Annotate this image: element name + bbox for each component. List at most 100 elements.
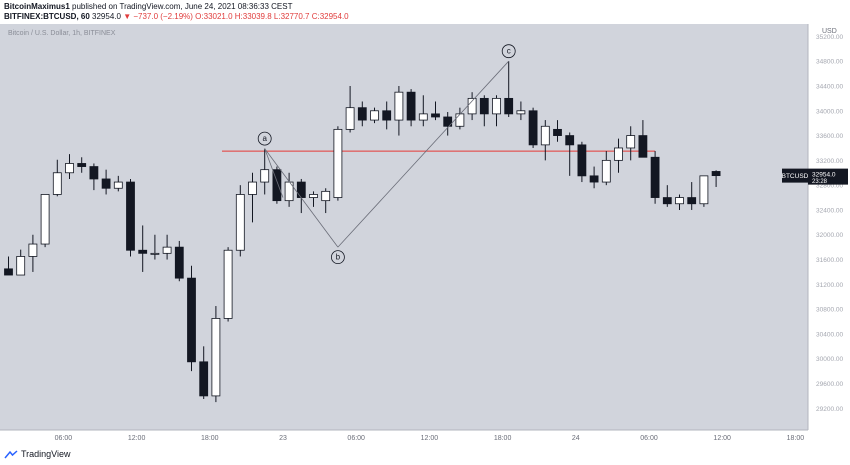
candle-body [260,169,270,183]
candle [223,247,233,322]
candle-body [101,178,111,189]
x-tick-label: 12:00 [421,435,439,442]
x-tick-label: 06:00 [347,435,365,442]
candle [711,170,721,187]
x-tick-label: 12:00 [128,435,146,442]
candle [650,151,660,204]
wave-label: b [336,253,341,262]
y-tick-label: 29600.00 [816,381,843,388]
candle [662,185,672,207]
candle-body [479,97,489,115]
candle-body [187,277,196,363]
y-tick-label: 34800.00 [816,59,843,66]
wave-label-circle [330,250,345,265]
price-change: ▼ −737.0 (−2.19%) [123,12,193,21]
wave-leg-a-b[interactable] [264,148,339,248]
candle-body [553,128,562,136]
chart-watermark: Bitcoin / U.S. Dollar, 1h, BITFINEX [8,30,116,37]
x-tick-label: 06:00 [55,435,73,442]
last-price-value: 32954.0 [812,172,836,179]
last-price-symbol: BTCUSD [782,173,809,180]
candle [443,112,453,136]
candle-body [4,268,13,276]
candle [199,346,209,400]
candle [382,101,392,130]
candle-body [40,194,50,245]
candle [492,95,501,127]
candle [272,166,282,204]
candle [211,306,221,403]
candle-body [601,159,611,183]
symbol-line: BITFINEX:BTCUSD, 60 32954.0 ▼ −737.0 (−2… [4,12,349,21]
candle [614,138,623,173]
candle-body [394,91,404,121]
candle [235,185,245,257]
candle [418,95,428,127]
candle-body [52,172,62,195]
candle-body [650,156,660,198]
wave-leg-b-c[interactable] [337,60,509,248]
candle [89,163,99,191]
candle [162,234,172,260]
last-price-symbol-tag [782,168,808,183]
candle [540,120,550,161]
candle [113,175,123,192]
candle [321,188,331,214]
publish-header: BitcoinMaximus1 published on TradingView… [0,0,850,24]
candle [28,234,38,272]
candle-body [406,91,416,121]
candle-body [150,252,160,255]
candle-body [687,197,697,205]
candle [260,148,270,195]
candle-body [357,107,367,121]
candle-body [16,256,26,276]
y-tick-label: 30000.00 [816,356,843,363]
ohlc-values: O:33021.0 H:33039.8 L:32770.7 C:32954.0 [195,12,349,21]
candle [467,92,477,121]
candle [150,234,160,260]
plot-area[interactable] [0,24,808,430]
candle-body [699,175,709,205]
candle [699,175,709,207]
time-axis[interactable] [0,430,850,444]
candle-body [345,107,355,130]
candle [248,172,257,223]
x-tick-label: 18:00 [201,435,219,442]
candle-body [589,175,599,183]
y-tick-label: 32400.00 [816,207,843,214]
candle-body [235,194,245,251]
candle-body [528,110,538,146]
wave-label: c [507,47,511,56]
wave-leg-into-a[interactable] [264,148,284,198]
candle [565,132,575,176]
tradingview-footer: TradingView [4,449,71,459]
tradingview-brand[interactable]: TradingView [21,449,71,459]
candle-body [516,110,526,115]
price-axis[interactable] [808,24,850,430]
wave-label-circle [257,131,272,146]
x-tick-label: 06:00 [640,435,658,442]
wave-label: a [262,134,267,143]
y-tick-label: 33200.00 [816,158,843,165]
x-tick-label: 24 [572,435,580,442]
candle [687,182,697,210]
publisher-name[interactable]: BitcoinMaximus1 [4,2,70,11]
candle-body [321,190,331,202]
candle-body [711,171,721,177]
candle-body [333,128,343,198]
candle [65,154,74,179]
candle [516,101,526,121]
last-price: 32954.0 [92,12,121,21]
x-tick-label: 23 [279,435,287,442]
candle-body [638,135,648,158]
candle [589,166,599,189]
candle-body [443,116,453,127]
candle-body [492,97,501,115]
candle [406,89,416,127]
candle-body [162,246,172,254]
y-tick-label: 35200.00 [816,34,843,41]
symbol-name: BITFINEX:BTCUSD, 60 [4,12,90,21]
candle-body [28,243,38,257]
candle-body [577,144,587,177]
